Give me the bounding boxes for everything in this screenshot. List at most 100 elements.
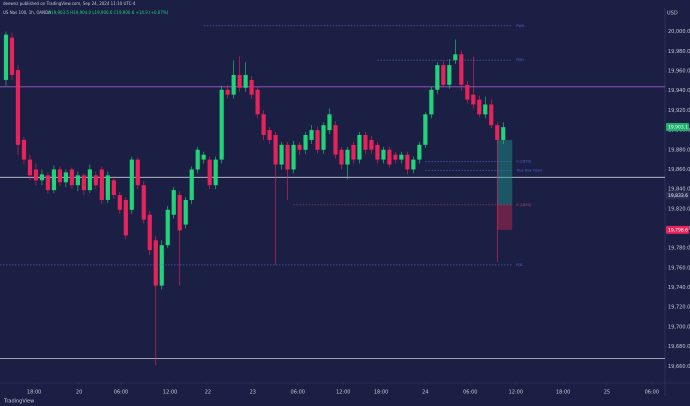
candle-body [465, 84, 470, 100]
candle-body [15, 70, 21, 145]
candle-body [417, 144, 422, 160]
candle-body [393, 154, 398, 160]
candle-body [87, 169, 92, 191]
x-tick-label: 24 [422, 390, 428, 396]
candle-body [333, 125, 338, 155]
y-tick-label: 19,940.0 [668, 88, 690, 94]
price-badge-label: 19,798.6 [668, 227, 688, 233]
y-tick-label: 19,720.0 [668, 305, 690, 311]
ohlc: O19,903.5 H19,904.0 L19,900.6 C19,900.6 … [48, 10, 169, 15]
candle-body [51, 169, 57, 191]
candle-body [255, 89, 260, 115]
x-tick-label: 18:00 [556, 390, 570, 396]
x-tick-label: 20 [76, 390, 82, 396]
x-tick-label: 22 [205, 390, 211, 396]
x-tick-label: 18:00 [27, 390, 41, 396]
y-tick-label: 19,660.0 [668, 364, 690, 370]
candle-body [249, 79, 254, 95]
y-tick-label: 19,760.0 [668, 265, 690, 271]
candle-body [177, 195, 182, 231]
candle-body [387, 149, 392, 165]
candle-body [321, 125, 326, 150]
candle-body [357, 135, 362, 160]
candle-body [159, 245, 164, 286]
candle-body [27, 159, 33, 176]
y-tick-label: 19,700.0 [668, 324, 690, 330]
x-tick-label: 06:00 [645, 390, 659, 396]
chart-title: US Nas 100, 1h, OANDA [3, 10, 51, 15]
candle-body [45, 175, 51, 191]
candle-body [453, 54, 458, 61]
brand: TradingView [3, 399, 34, 405]
candle-body [3, 34, 9, 80]
y-tick-label: 20,000.0 [668, 29, 690, 35]
x-tick-label: 06:00 [463, 390, 477, 396]
price-badge [666, 191, 689, 200]
candle-body [243, 74, 248, 88]
candle-body [363, 135, 368, 150]
candle-body [99, 169, 104, 200]
position-loss [497, 204, 513, 230]
y-tick-label: 19,980.0 [668, 49, 690, 55]
price-badge-label: 19,903.1 [668, 125, 688, 131]
candle-body [327, 114, 332, 131]
candle-body [219, 89, 224, 160]
candle-body [9, 37, 15, 75]
candle-body [471, 94, 476, 105]
price-badge-label: 19,833.6 [668, 193, 688, 199]
candle-body [309, 130, 314, 140]
price-badge [666, 225, 689, 234]
candle-body [441, 65, 446, 85]
y-tick-label: 19,860.0 [668, 167, 690, 173]
candle-body [405, 154, 410, 170]
candle-body [105, 175, 110, 200]
candle-body [351, 144, 356, 160]
candle-body [75, 175, 80, 186]
candle-body [297, 144, 302, 150]
candle-body [123, 199, 128, 236]
candle-body [345, 149, 350, 165]
candle-body [189, 169, 194, 200]
candle-body [423, 114, 428, 145]
candle-body [261, 114, 266, 136]
x-tick-label: 06:00 [291, 390, 305, 396]
currency: USD [667, 11, 678, 17]
candle-body [273, 135, 278, 165]
candle-body [429, 89, 434, 115]
candle-body [153, 240, 158, 286]
candle-body [195, 149, 200, 170]
candle-body [213, 159, 218, 186]
x-tick-label: 06:00 [114, 390, 128, 396]
y-tick-label: 19,680.0 [668, 344, 690, 350]
y-tick-label: 19,880.0 [668, 147, 690, 153]
level-label: 0 (1850) [516, 160, 532, 164]
y-tick-label: 19,920.0 [668, 108, 690, 114]
candle-body [303, 135, 308, 150]
candle-body [201, 154, 206, 160]
candle-body [141, 185, 146, 220]
y-tick-label: 19,960.0 [668, 69, 690, 75]
x-tick-label: 12:00 [509, 390, 523, 396]
candle-body [63, 172, 68, 183]
candle-body [279, 144, 284, 165]
candle-body [225, 89, 230, 95]
y-tick-label: 19,740.0 [668, 285, 690, 291]
level-label: PDL [516, 263, 523, 267]
candle-body [399, 154, 404, 160]
candle-body [111, 180, 116, 196]
candle-body [375, 144, 380, 160]
candle-body [117, 195, 122, 210]
candle-body [237, 74, 242, 88]
candle-body [315, 130, 320, 150]
price-badge [666, 123, 689, 132]
level-label: PDH [516, 58, 524, 62]
position-profit [497, 139, 513, 205]
x-tick-label: 12:00 [163, 390, 177, 396]
x-tick-label: 23 [250, 390, 256, 396]
candle-body [165, 209, 170, 246]
candle-body [489, 104, 494, 126]
x-tick-label: 18:00 [374, 390, 388, 396]
candle-body [285, 144, 290, 170]
